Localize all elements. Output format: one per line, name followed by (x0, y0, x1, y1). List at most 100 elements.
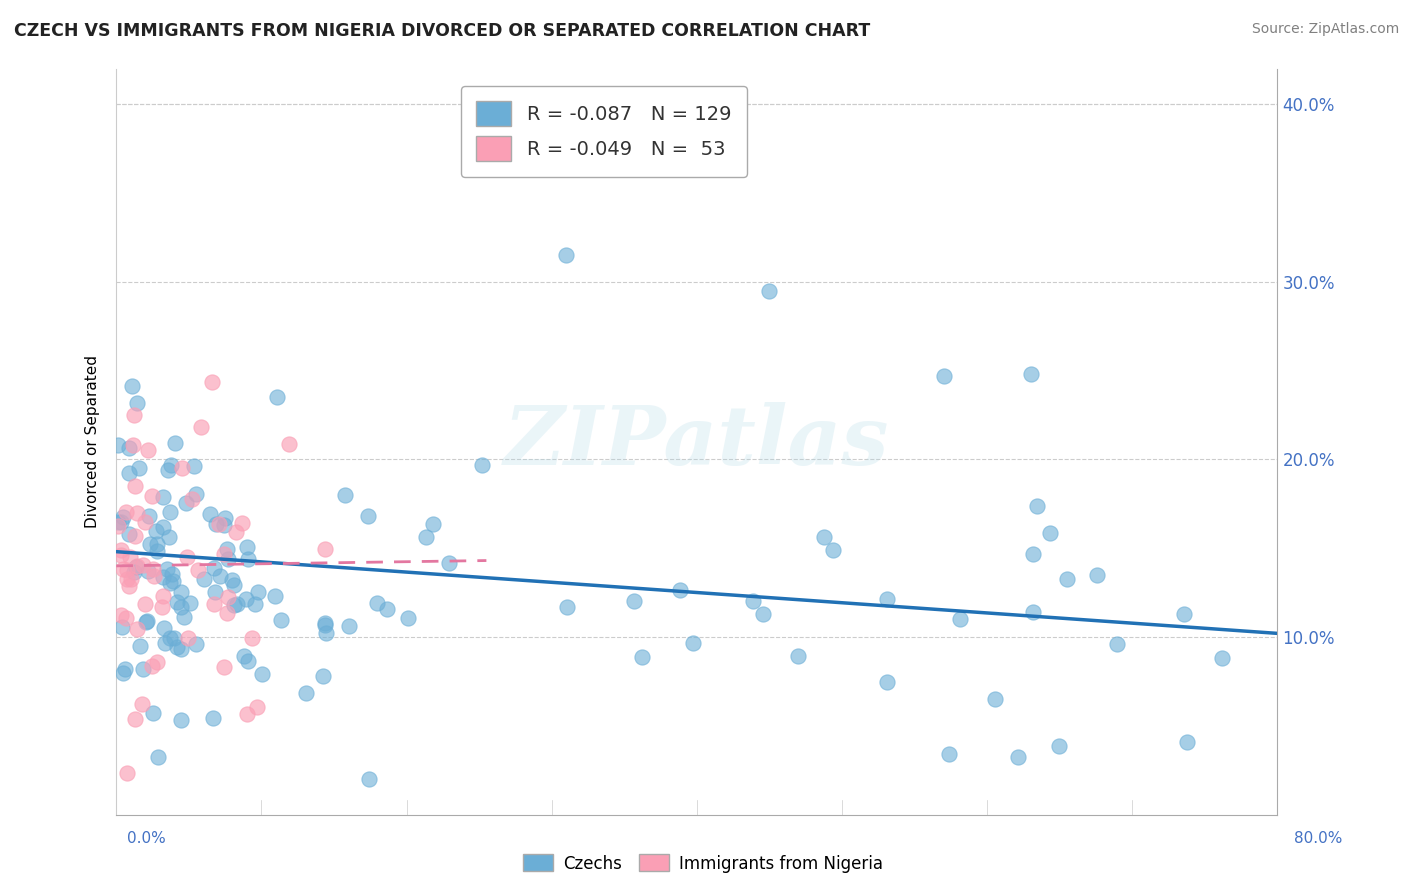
Y-axis label: Divorced or Separated: Divorced or Separated (86, 355, 100, 528)
Point (682, 636, 704, 650)
Point (983, 692, 1005, 706)
Point (1085, 567, 1108, 582)
Point (159, 632, 181, 646)
Point (111, 665, 134, 680)
Point (221, 574, 243, 588)
Point (122, 566, 145, 580)
Point (141, 489, 163, 503)
Point (118, 466, 141, 480)
Point (236, 706, 259, 721)
Point (152, 519, 174, 533)
Point (177, 631, 200, 645)
Point (138, 564, 160, 578)
Point (668, 582, 690, 597)
Point (314, 618, 336, 632)
Point (122, 408, 145, 422)
Point (422, 516, 444, 531)
Point (145, 655, 167, 669)
Point (932, 368, 955, 383)
Point (375, 602, 398, 616)
Point (173, 610, 195, 624)
Point (153, 636, 176, 650)
Point (1039, 526, 1062, 541)
Point (153, 621, 176, 635)
Point (170, 461, 193, 475)
Point (278, 437, 301, 451)
Point (157, 463, 180, 477)
Point (163, 435, 186, 450)
Point (152, 569, 174, 583)
Point (134, 515, 156, 529)
Point (250, 667, 273, 681)
Point (152, 589, 174, 603)
Point (1056, 572, 1078, 586)
Point (176, 549, 198, 564)
Point (202, 561, 225, 575)
Point (236, 551, 259, 566)
Point (170, 641, 193, 656)
Point (623, 593, 645, 607)
Point (186, 486, 208, 500)
Point (136, 614, 159, 628)
Point (162, 574, 184, 588)
Point (1173, 607, 1195, 621)
Point (139, 537, 162, 551)
Point (212, 518, 235, 533)
Point (124, 479, 146, 493)
Point (232, 648, 254, 663)
Point (266, 390, 288, 404)
Point (263, 589, 285, 603)
Text: 80.0%: 80.0% (1295, 831, 1343, 846)
Point (246, 700, 269, 714)
Point (132, 662, 155, 676)
Point (1047, 739, 1070, 753)
Point (751, 607, 773, 621)
Point (742, 594, 765, 608)
Point (118, 527, 141, 541)
Point (555, 599, 578, 614)
Legend: R = -0.087   N = 129, R = -0.049   N =  53: R = -0.087 N = 129, R = -0.049 N = 53 (461, 86, 747, 177)
Point (157, 530, 180, 544)
Point (120, 572, 142, 586)
Point (110, 543, 132, 558)
Point (160, 566, 183, 581)
Point (125, 506, 148, 520)
Point (222, 598, 245, 612)
Point (163, 631, 186, 645)
Point (187, 563, 209, 577)
Point (787, 649, 810, 664)
Point (215, 541, 238, 556)
Point (215, 606, 238, 620)
Point (125, 560, 148, 574)
Point (217, 551, 239, 566)
Point (243, 597, 266, 611)
Point (117, 442, 139, 456)
Point (471, 458, 494, 472)
Point (231, 516, 253, 531)
Point (146, 750, 169, 764)
Point (813, 530, 835, 544)
Point (115, 505, 138, 519)
Point (337, 618, 360, 632)
Point (482, 141, 505, 155)
Point (193, 572, 215, 586)
Point (145, 543, 167, 558)
Point (159, 575, 181, 590)
Point (166, 640, 188, 654)
Point (201, 376, 224, 390)
Point (124, 529, 146, 543)
Point (311, 669, 333, 683)
Point (183, 459, 205, 474)
Point (214, 511, 236, 525)
Point (1022, 547, 1045, 561)
Point (236, 654, 259, 668)
Point (314, 541, 336, 556)
Text: Source: ZipAtlas.com: Source: ZipAtlas.com (1251, 22, 1399, 37)
Point (170, 600, 193, 615)
Point (111, 620, 134, 634)
Point (124, 713, 146, 727)
Point (198, 507, 221, 521)
Point (1022, 605, 1045, 619)
Point (235, 592, 257, 607)
Legend: Czechs, Immigrants from Nigeria: Czechs, Immigrants from Nigeria (516, 847, 890, 880)
